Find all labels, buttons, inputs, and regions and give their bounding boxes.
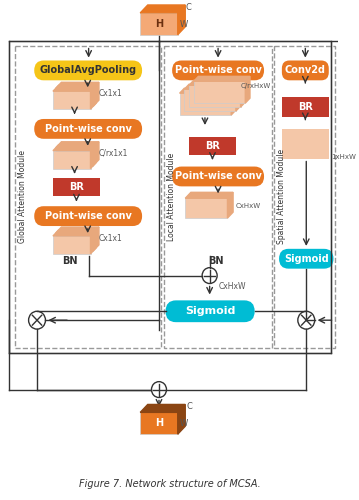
Text: Figure 7. Network structure of MCSA.: Figure 7. Network structure of MCSA.: [79, 478, 261, 488]
Polygon shape: [140, 5, 185, 13]
FancyBboxPatch shape: [172, 166, 264, 186]
Text: H: H: [155, 19, 163, 29]
Polygon shape: [53, 230, 96, 236]
Text: BN: BN: [208, 256, 223, 266]
Text: C: C: [185, 3, 191, 12]
Text: 1xHxW: 1xHxW: [332, 154, 356, 160]
Text: Cx1x1: Cx1x1: [99, 89, 123, 98]
Bar: [184, 89, 236, 111]
Text: Point-wise conv: Point-wise conv: [174, 172, 261, 181]
Text: Spatial Attention Module: Spatial Attention Module: [278, 149, 286, 244]
Polygon shape: [178, 404, 185, 434]
Text: Sigmoid: Sigmoid: [284, 254, 328, 264]
Bar: [56, 88, 93, 106]
FancyBboxPatch shape: [165, 300, 255, 322]
Text: Global Attention Module: Global Attention Module: [18, 150, 27, 244]
Polygon shape: [231, 88, 236, 115]
Polygon shape: [93, 82, 99, 106]
Polygon shape: [56, 142, 99, 148]
Text: BR: BR: [205, 140, 220, 150]
Text: Sigmoid: Sigmoid: [185, 306, 235, 316]
Text: Point-wise conv: Point-wise conv: [45, 211, 132, 221]
Text: BR: BR: [69, 182, 84, 192]
Bar: [53, 150, 90, 168]
Text: CxHxW: CxHxW: [236, 203, 261, 209]
Text: C/rx1x1: C/rx1x1: [99, 148, 128, 158]
Text: CxHxW: CxHxW: [219, 282, 247, 292]
Text: W: W: [180, 20, 188, 29]
FancyBboxPatch shape: [34, 206, 142, 226]
Polygon shape: [184, 84, 241, 89]
Text: Point-wise conv: Point-wise conv: [45, 124, 132, 134]
Polygon shape: [90, 230, 96, 254]
Polygon shape: [180, 88, 236, 93]
Polygon shape: [140, 404, 185, 412]
Polygon shape: [185, 192, 233, 198]
Bar: [189, 86, 241, 107]
Bar: [140, 13, 178, 34]
Polygon shape: [241, 80, 245, 107]
Bar: [282, 97, 329, 117]
Text: C: C: [186, 402, 192, 411]
Bar: [9, 40, 331, 353]
Bar: [140, 412, 178, 434]
Polygon shape: [189, 80, 245, 86]
Bar: [56, 148, 93, 166]
Bar: [53, 178, 100, 196]
Bar: [282, 129, 329, 158]
Polygon shape: [228, 192, 233, 218]
Bar: [9, 40, 331, 353]
Text: Local Attention Module: Local Attention Module: [167, 152, 176, 241]
FancyBboxPatch shape: [282, 60, 329, 80]
Polygon shape: [93, 227, 99, 251]
Bar: [164, 46, 271, 348]
Text: BR: BR: [298, 102, 313, 112]
Bar: [194, 82, 245, 103]
Bar: [180, 93, 231, 115]
Text: GlobalAvgPooling: GlobalAvgPooling: [39, 66, 137, 76]
Bar: [56, 233, 93, 251]
Bar: [185, 198, 228, 218]
Text: Point-wise conv: Point-wise conv: [174, 66, 261, 76]
Text: Cx1x1: Cx1x1: [99, 234, 123, 243]
Polygon shape: [90, 86, 96, 109]
FancyBboxPatch shape: [34, 60, 142, 80]
Polygon shape: [194, 76, 250, 82]
Bar: [53, 91, 90, 109]
Text: C/rxHxW: C/rxHxW: [241, 83, 271, 89]
FancyBboxPatch shape: [279, 249, 334, 268]
FancyBboxPatch shape: [34, 119, 142, 139]
Polygon shape: [53, 86, 96, 91]
Bar: [15, 46, 161, 348]
Polygon shape: [245, 76, 250, 103]
Bar: [274, 46, 335, 348]
Bar: [189, 137, 236, 154]
Polygon shape: [236, 84, 241, 111]
Polygon shape: [90, 144, 96, 169]
Text: W: W: [180, 420, 188, 428]
Text: BN: BN: [62, 256, 78, 266]
Polygon shape: [53, 144, 96, 150]
Polygon shape: [178, 5, 185, 34]
Text: Conv2d: Conv2d: [285, 66, 326, 76]
Bar: [53, 236, 90, 254]
Polygon shape: [56, 82, 99, 88]
Text: H: H: [155, 418, 163, 428]
Polygon shape: [93, 142, 99, 166]
FancyBboxPatch shape: [172, 60, 264, 80]
Polygon shape: [56, 227, 99, 233]
